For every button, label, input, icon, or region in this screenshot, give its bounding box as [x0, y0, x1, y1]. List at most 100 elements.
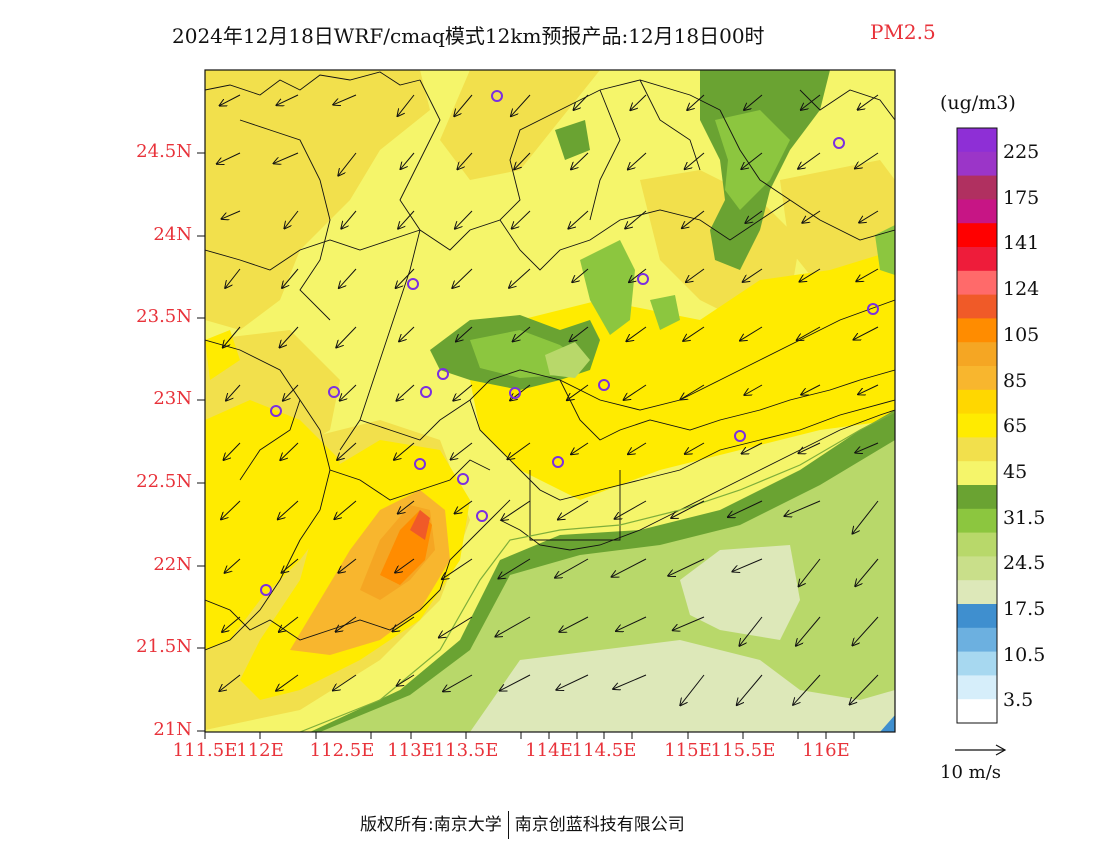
wind-arrow: [571, 442, 589, 454]
footer-separator: [507, 811, 509, 839]
monitoring-site-marker: [598, 379, 610, 391]
wind-arrow: [399, 326, 415, 341]
lat-label: 22N: [153, 554, 192, 575]
wind-arrow: [392, 616, 415, 631]
legend-label: 10.5: [1003, 643, 1046, 666]
legend-swatch: [957, 580, 997, 605]
wind-arrow: [223, 326, 241, 348]
wind-arrow: [626, 326, 647, 341]
field-65-85-sw: [205, 400, 340, 650]
wind-arrow: [574, 94, 589, 110]
monitoring-site-marker: [734, 430, 746, 442]
legend-label: 24.5: [1003, 552, 1046, 575]
legend-swatch: [957, 651, 997, 676]
axis-ticks: [197, 152, 855, 739]
legend-swatch: [957, 199, 997, 224]
legend-swatch: [957, 247, 997, 272]
lon-label: 113E: [387, 740, 435, 761]
legend-swatch: [957, 485, 997, 510]
wind-arrow: [276, 674, 299, 691]
wind-arrow: [398, 500, 415, 514]
wind-arrow: [682, 210, 705, 228]
legend-label: 141: [1003, 232, 1040, 255]
wind-arrow: [495, 616, 531, 637]
legend-swatch: [957, 270, 997, 296]
wind-arrow: [628, 152, 647, 169]
wind-arrow: [336, 616, 357, 632]
legend-swatch: [957, 342, 997, 367]
wind-arrow: [745, 210, 763, 223]
field-45-65-nw: [205, 70, 430, 330]
wind-arrow: [395, 558, 415, 573]
wind-reference-label: 10 m/s: [940, 762, 1001, 783]
monitoring-site-marker: [476, 510, 488, 522]
wind-arrow: [454, 94, 473, 116]
wind-arrow: [282, 268, 299, 288]
coastline: [299, 411, 895, 732]
monitoring-site-marker: [457, 473, 469, 485]
wind-arrow: [225, 558, 241, 573]
wind-arrow: [401, 152, 415, 169]
legend-swatch: [957, 556, 997, 581]
wind-arrow: [853, 500, 879, 534]
map-frame: [204, 69, 896, 733]
wind-arrow: [222, 210, 241, 219]
monitoring-site-marker: [833, 137, 845, 149]
wind-arrow: [455, 500, 473, 514]
wind-arrow: [339, 268, 357, 288]
wind-arrow: [217, 152, 241, 164]
wind-arrow: [855, 152, 879, 169]
lat-label: 23.5N: [136, 306, 192, 327]
legend-swatch: [957, 675, 997, 700]
wind-arrow: [333, 674, 357, 691]
wind-arrow: [796, 616, 821, 646]
wind-arrow: [514, 152, 531, 169]
legend-label: 85: [1003, 369, 1028, 392]
wind-arrow: [624, 384, 647, 400]
wind-arrow: [671, 500, 705, 518]
wind-arrow: [852, 616, 879, 645]
wind-arrow: [680, 384, 705, 400]
wind-arrow: [616, 616, 647, 631]
wind-arrow: [280, 326, 299, 348]
wind-arrow: [801, 384, 821, 395]
lat-label: 21N: [153, 719, 192, 740]
wind-arrow: [452, 268, 473, 288]
wind-arrow: [559, 616, 589, 632]
wind-arrow: [509, 268, 531, 288]
monitoring-site-marker: [420, 386, 432, 398]
wind-arrow: [737, 674, 763, 705]
wind-arrow: [282, 558, 299, 573]
wind-arrow: [274, 152, 299, 163]
wind-reference-arrow: [955, 744, 1007, 756]
wind-arrow: [277, 94, 299, 105]
wind-arrow: [739, 616, 763, 646]
monitoring-site-marker: [552, 456, 564, 468]
wind-arrow: [742, 442, 763, 454]
wind-arrow: [858, 384, 879, 394]
legend-swatch: [957, 413, 997, 438]
monitoring-site-marker: [437, 368, 449, 380]
legend-swatch: [957, 699, 997, 724]
wind-arrow: [397, 674, 415, 686]
legend-label: 124: [1003, 278, 1040, 301]
wind-arrow: [513, 326, 531, 341]
lon-label: 115E: [664, 740, 712, 761]
wind-arrow: [859, 210, 879, 223]
wind-arrow: [336, 326, 357, 348]
wind-arrow: [455, 210, 473, 229]
lat-label: 24.5N: [136, 141, 192, 162]
wind-arrow: [280, 442, 299, 460]
wind-arrow: [567, 384, 589, 400]
wind-arrow: [673, 616, 705, 630]
wind-arrow: [507, 442, 531, 459]
wind-arrow: [629, 268, 647, 282]
wind-arrow: [685, 152, 705, 169]
wind-arrow: [451, 442, 473, 460]
monitoring-sites: [260, 90, 879, 596]
wind-arrow: [398, 210, 415, 229]
field-65-85-center: [470, 250, 895, 500]
lat-label: 24N: [153, 224, 192, 245]
wind-arrow: [222, 616, 241, 632]
wind-arrow: [338, 558, 357, 573]
